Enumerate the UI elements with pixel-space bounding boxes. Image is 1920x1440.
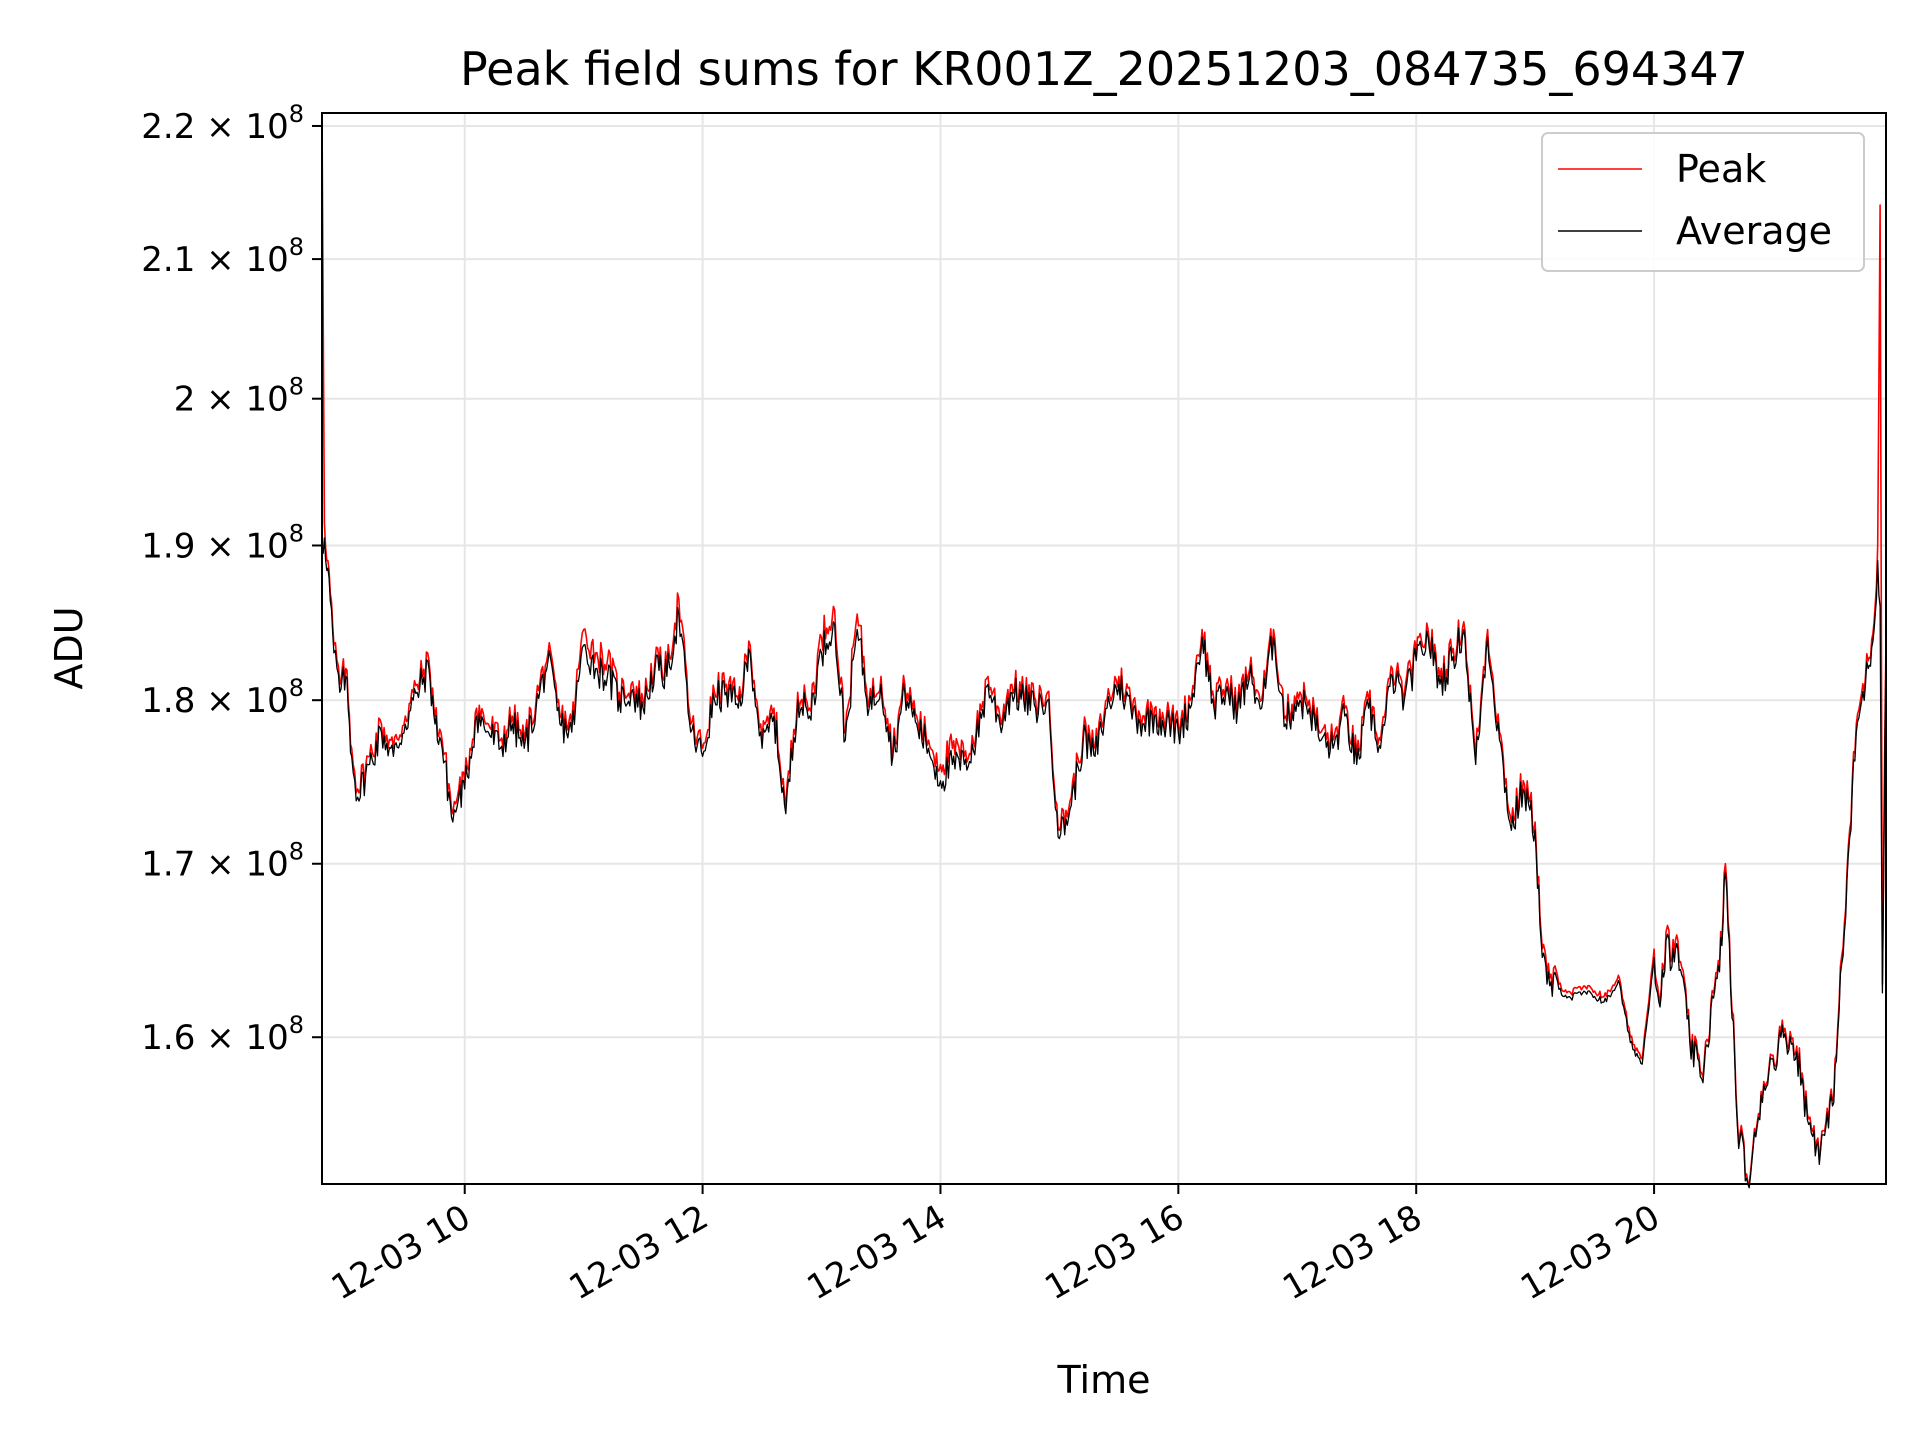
y-tick-label-mantissa: 2.2 × 10 [141, 107, 288, 147]
y-tick-label: 2.1 × 108 [141, 233, 304, 280]
series-layer [321, 112, 1887, 1189]
y-tick-label: 2 × 108 [174, 373, 304, 420]
y-tick-label-mantissa: 1.8 × 10 [141, 681, 288, 721]
x-axis-label: Time [1057, 1358, 1151, 1402]
y-tick-label: 1.6 × 108 [141, 1011, 304, 1058]
y-tick-label-mantissa: 1.7 × 10 [141, 845, 288, 885]
legend-box [1541, 132, 1865, 272]
y-tick-label: 1.9 × 108 [141, 519, 304, 566]
y-tick-label-exponent: 8 [289, 1011, 304, 1039]
y-axis-label: ADU [47, 606, 91, 689]
y-tick-label-exponent: 8 [289, 674, 304, 702]
legend-peak-label: Peak [1676, 147, 1766, 191]
y-tick-label-exponent: 8 [289, 519, 304, 547]
series-line-peak [321, 112, 1887, 1185]
y-tick-label-mantissa: 1.9 × 10 [141, 526, 288, 566]
series-line-average [321, 537, 1887, 1189]
y-tick-label-exponent: 8 [289, 838, 304, 866]
y-tick-label: 1.8 × 108 [141, 674, 304, 721]
y-tick-label-exponent: 8 [289, 100, 304, 128]
plot-frame [321, 112, 1887, 1185]
legend: Peak Average [1541, 132, 1865, 272]
y-tick-label-mantissa: 2 × 10 [174, 380, 289, 420]
y-tick-label-mantissa: 2.1 × 10 [141, 240, 288, 280]
legend-average-label: Average [1676, 209, 1832, 253]
y-tick-label-exponent: 8 [289, 233, 304, 261]
y-tick-label: 1.7 × 108 [141, 838, 304, 885]
y-tick-label: 2.2 × 108 [141, 100, 304, 147]
y-tick-label-mantissa: 1.6 × 10 [141, 1018, 288, 1058]
y-tick-label-exponent: 8 [289, 373, 304, 401]
grid [322, 113, 1886, 1184]
chart-title: Peak field sums for KR001Z_20251203_0847… [460, 42, 1748, 96]
